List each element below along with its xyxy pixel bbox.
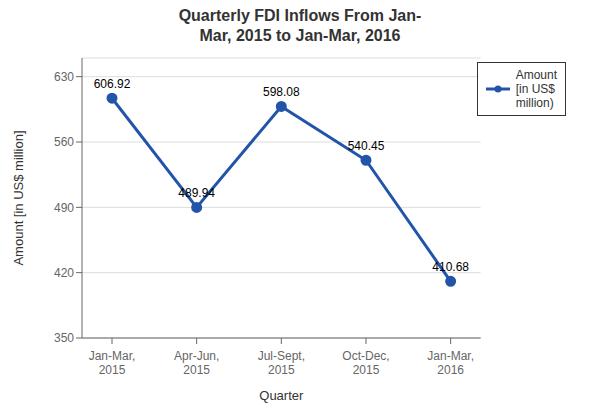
svg-text:Apr-Jun,2015: Apr-Jun,2015 xyxy=(174,349,219,377)
svg-text:540.45: 540.45 xyxy=(348,139,385,153)
svg-text:Oct-Dec,2015: Oct-Dec,2015 xyxy=(342,349,389,377)
svg-text:Jul-Sept,2015: Jul-Sept,2015 xyxy=(258,349,305,377)
svg-text:420: 420 xyxy=(54,266,74,280)
svg-text:Jan-Mar,2015: Jan-Mar,2015 xyxy=(89,349,136,377)
svg-text:Jan-Mar,2016: Jan-Mar,2016 xyxy=(427,349,474,377)
svg-text:490: 490 xyxy=(54,201,74,215)
svg-text:410.68: 410.68 xyxy=(432,260,469,274)
html-text:Quarterly FDI Inflows From Jan: Quarterly FDI Inflows From Jan- xyxy=(178,7,422,24)
svg-text:350: 350 xyxy=(54,331,74,345)
svg-text:560: 560 xyxy=(54,135,74,149)
svg-text:598.08: 598.08 xyxy=(263,85,300,99)
html-text:Mar, 2015 to Jan-Mar, 2016: Mar, 2015 to Jan-Mar, 2016 xyxy=(199,27,401,44)
svg-text:606.92: 606.92 xyxy=(94,77,131,91)
svg-text:Amount [in US$ million]: Amount [in US$ million] xyxy=(11,130,26,265)
svg-text:Quarter: Quarter xyxy=(259,388,304,403)
svg-text:489.94: 489.94 xyxy=(178,186,215,200)
svg-text:630: 630 xyxy=(54,70,74,84)
html-text:Amount [in US$ million): Amount [in US$ million) xyxy=(515,68,557,110)
